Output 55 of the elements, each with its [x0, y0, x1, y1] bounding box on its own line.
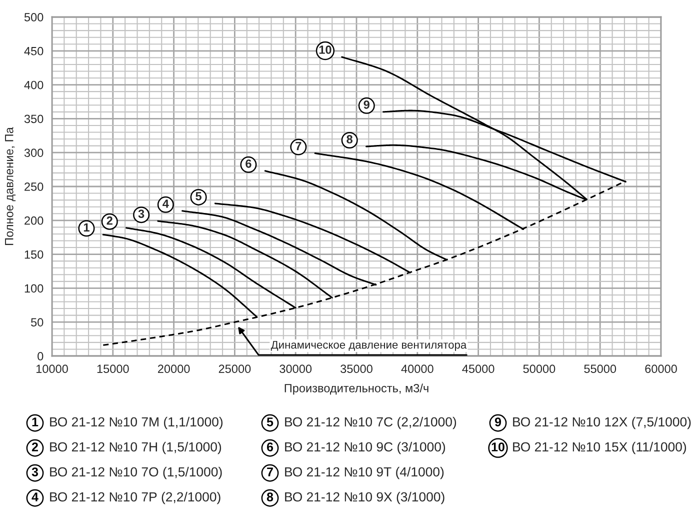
text: 10 [492, 442, 504, 452]
annotation: Динамическое давление вентилятора [270, 340, 467, 351]
x-tick-label: 30000 [280, 364, 312, 374]
x-axis-title: Производительность, м3/ч [284, 384, 428, 395]
annotation: 1 [84, 223, 90, 232]
x-tick-label: 25000 [218, 364, 251, 374]
y-tick-label: 0 [38, 352, 44, 360]
text: 3 [32, 468, 38, 476]
text: 2 [32, 442, 38, 452]
annotation: 2 [106, 216, 112, 225]
legend-label: ВО 21-12 №10 15Х (11/1000) [513, 442, 686, 454]
x-tick-label: 55000 [584, 364, 616, 374]
legend-label: ВО 21-12 №10 7Н (1,5/1000) [50, 442, 222, 454]
y-tick-label: 100 [24, 284, 44, 293]
annotation: 7 [296, 142, 302, 150]
legend-label: ВО 21-12 №10 7С (2,2/1000) [285, 416, 456, 430]
x-tick-label: 20000 [158, 364, 190, 374]
y-tick-label: 400 [24, 80, 44, 90]
y-tick-label: 200 [24, 216, 44, 225]
x-tick-label: 60000 [645, 364, 677, 374]
annotation: 3 [138, 210, 144, 218]
text: 5 [266, 418, 274, 426]
annotation: 8 [346, 135, 352, 144]
text: 1 [32, 418, 38, 426]
legend-label: ВО 21-12 №10 9С (3/1000) [285, 442, 446, 454]
legend-label: ВО 21-12 №10 9Т (4/1000) [285, 466, 444, 480]
text: 4 [32, 492, 38, 502]
x-tick-label: 45000 [462, 364, 494, 374]
annotation: 4 [162, 200, 169, 208]
y-tick-label: 350 [24, 114, 44, 124]
annotation: 9 [364, 100, 370, 109]
x-tick-label: 15000 [97, 364, 129, 374]
x-tick-label: 50000 [523, 364, 556, 374]
legend-label: ВО 21-12 №10 7М (1,1/1000) [50, 416, 223, 430]
text: 9 [494, 418, 502, 426]
y-tick-label: 250 [24, 182, 44, 191]
legend-label: ВО 21-12 №10 12Х (7,5/1000) [513, 416, 691, 430]
legend-label: ВО 21-12 №10 9Х (3/1000) [285, 492, 444, 504]
text: 8 [266, 492, 274, 502]
y-tick-label: 500 [24, 13, 44, 22]
legend-label: ВО 21-12 №10 7Р (2,2/1000) [50, 492, 220, 504]
y-tick-label: 50 [31, 318, 44, 326]
legend-label: ВО 21-12 №10 7О (1,5/1000) [50, 466, 222, 480]
annotation: 6 [246, 159, 252, 168]
annotation: 5 [196, 192, 202, 200]
annotation: 10 [319, 46, 332, 54]
y-tick-label: 150 [24, 250, 44, 259]
x-tick-label: 10000 [36, 364, 68, 374]
y-axis-title: Полное давление, Па [5, 127, 16, 245]
x-tick-label: 35000 [340, 364, 372, 374]
text: 6 [266, 442, 274, 452]
y-tick-label: 300 [24, 148, 44, 157]
text: 7 [267, 468, 273, 476]
y-tick-label: 450 [24, 46, 44, 56]
x-tick-label: 40000 [401, 364, 434, 374]
